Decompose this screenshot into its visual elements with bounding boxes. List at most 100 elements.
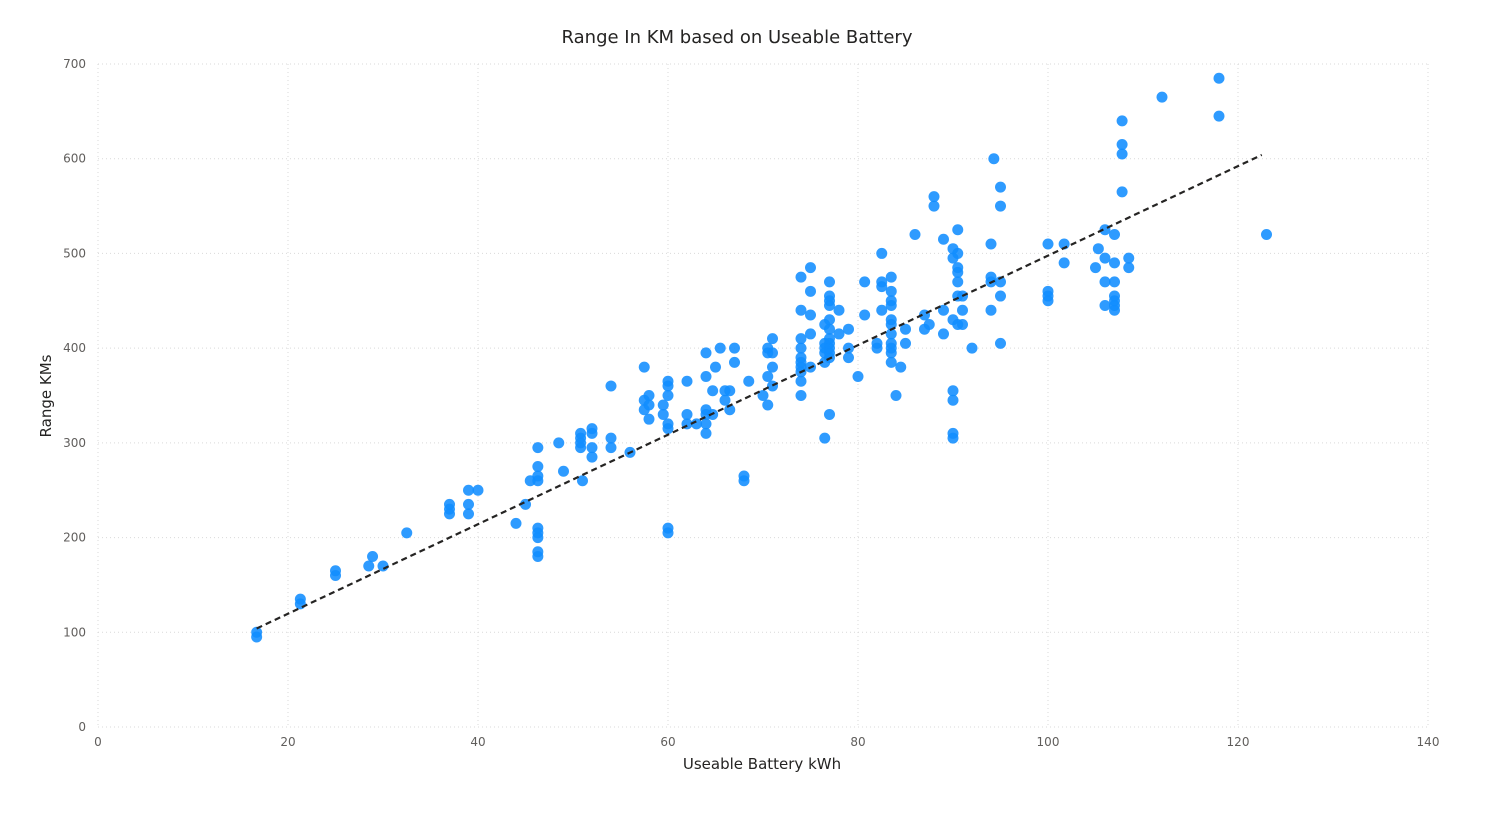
data-point[interactable] (586, 451, 598, 463)
data-point[interactable] (700, 371, 712, 383)
data-point[interactable] (795, 333, 807, 345)
data-point[interactable] (729, 356, 740, 368)
data-point[interactable] (767, 361, 778, 373)
data-point[interactable] (1156, 91, 1168, 103)
data-point[interactable] (928, 191, 940, 203)
data-point[interactable] (1099, 252, 1111, 264)
data-point[interactable] (643, 390, 655, 401)
data-point[interactable] (643, 399, 655, 411)
data-point[interactable] (643, 413, 655, 425)
data-point[interactable] (876, 304, 888, 316)
data-point[interactable] (575, 427, 587, 439)
data-point[interactable] (605, 442, 617, 454)
data-point[interactable] (363, 560, 375, 572)
data-point[interactable] (1213, 72, 1225, 84)
data-point[interactable] (885, 337, 897, 349)
data-point[interactable] (952, 247, 964, 259)
data-point[interactable] (885, 295, 897, 307)
data-point[interactable] (824, 333, 835, 345)
data-point[interactable] (681, 408, 693, 420)
data-point[interactable] (795, 342, 807, 354)
data-point[interactable] (605, 432, 617, 444)
data-point[interactable] (707, 385, 719, 397)
data-point[interactable] (1109, 276, 1120, 288)
data-point[interactable] (700, 347, 712, 359)
data-point[interactable] (767, 347, 778, 359)
data-point[interactable] (1109, 228, 1120, 240)
data-point[interactable] (714, 342, 726, 354)
data-point[interactable] (900, 323, 911, 335)
data-point[interactable] (662, 522, 674, 534)
data-point[interactable] (995, 200, 1006, 212)
data-point[interactable] (662, 418, 674, 430)
data-point[interactable] (1099, 276, 1111, 288)
data-point[interactable] (724, 404, 736, 416)
data-point[interactable] (1116, 139, 1128, 151)
data-point[interactable] (762, 399, 774, 411)
data-point[interactable] (1109, 290, 1120, 302)
data-point[interactable] (885, 356, 897, 368)
data-point[interactable] (510, 517, 522, 529)
data-point[interactable] (767, 333, 778, 345)
data-point[interactable] (824, 290, 835, 302)
data-point[interactable] (700, 427, 712, 439)
data-point[interactable] (700, 418, 712, 430)
data-point[interactable] (833, 304, 845, 316)
data-point[interactable] (532, 442, 544, 454)
data-point[interactable] (885, 314, 897, 326)
data-point[interactable] (795, 352, 807, 364)
data-point[interactable] (294, 593, 306, 605)
data-point[interactable] (824, 276, 835, 288)
data-point[interactable] (985, 304, 997, 316)
data-point[interactable] (871, 337, 883, 349)
data-point[interactable] (805, 328, 816, 340)
data-point[interactable] (988, 153, 1000, 165)
data-point[interactable] (900, 337, 911, 349)
data-point[interactable] (995, 276, 1006, 288)
data-point[interactable] (1116, 115, 1128, 127)
data-point[interactable] (605, 380, 617, 392)
data-point[interactable] (938, 233, 949, 245)
data-point[interactable] (923, 318, 935, 330)
data-point[interactable] (890, 390, 902, 401)
data-point[interactable] (757, 390, 769, 401)
data-point[interactable] (833, 328, 845, 340)
data-point[interactable] (577, 475, 588, 487)
data-point[interactable] (681, 375, 693, 387)
data-point[interactable] (995, 181, 1006, 193)
data-point[interactable] (1092, 243, 1104, 255)
data-point[interactable] (843, 352, 854, 364)
data-point[interactable] (1109, 257, 1120, 269)
data-point[interactable] (1116, 148, 1128, 160)
data-point[interactable] (885, 285, 897, 297)
data-point[interactable] (947, 394, 959, 406)
data-point[interactable] (852, 371, 864, 383)
data-point[interactable] (885, 328, 897, 340)
data-point[interactable] (1123, 262, 1135, 274)
data-point[interactable] (985, 271, 997, 283)
data-point[interactable] (767, 380, 778, 392)
data-point[interactable] (928, 200, 940, 212)
data-point[interactable] (532, 546, 544, 558)
data-point[interactable] (859, 276, 871, 288)
data-point[interactable] (638, 361, 650, 373)
data-point[interactable] (859, 309, 871, 321)
data-point[interactable] (657, 399, 669, 411)
data-point[interactable] (743, 375, 755, 387)
data-point[interactable] (520, 498, 531, 510)
data-point[interactable] (824, 314, 835, 326)
data-point[interactable] (657, 408, 669, 420)
data-point[interactable] (553, 437, 565, 449)
data-point[interactable] (843, 342, 854, 354)
data-point[interactable] (251, 626, 263, 638)
data-point[interactable] (795, 271, 807, 283)
data-point[interactable] (938, 304, 949, 316)
data-point[interactable] (463, 508, 474, 520)
data-point[interactable] (738, 470, 750, 482)
data-point[interactable] (1116, 186, 1128, 198)
data-point[interactable] (1042, 238, 1054, 250)
data-point[interactable] (1099, 300, 1111, 312)
data-point[interactable] (558, 465, 569, 477)
data-point[interactable] (947, 427, 959, 439)
data-point[interactable] (938, 328, 949, 340)
